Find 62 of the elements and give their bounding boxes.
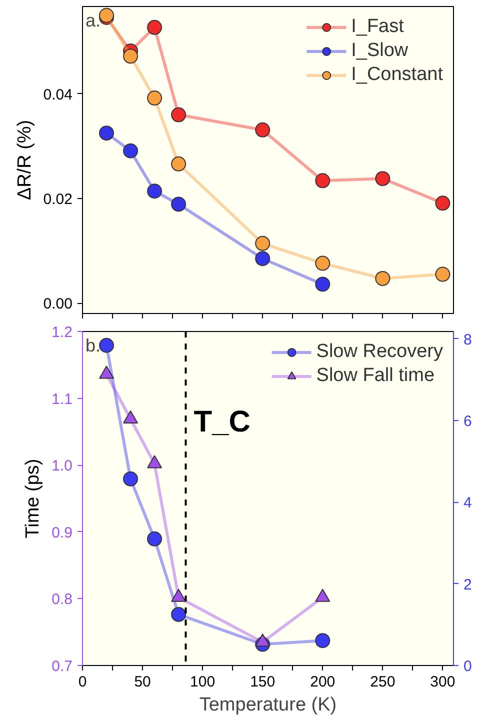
point <box>315 173 330 188</box>
point <box>147 455 162 468</box>
point <box>435 196 450 211</box>
point <box>99 126 114 141</box>
point <box>171 107 186 122</box>
point <box>123 410 138 424</box>
point <box>171 588 186 602</box>
annotation: a. <box>86 10 101 30</box>
point <box>99 338 114 353</box>
y2-tick-label: 2 <box>464 576 472 594</box>
y-axis-title: ΔR/R (%) <box>14 120 36 200</box>
point <box>315 256 330 271</box>
y-tick-label: 0.04 <box>43 86 73 104</box>
point <box>147 184 162 199</box>
point <box>435 266 450 282</box>
annotation: b. <box>86 336 101 356</box>
point <box>123 48 138 64</box>
point <box>255 634 270 647</box>
x-tick-label: 250 <box>370 674 396 690</box>
y2-tick-label: 0 <box>464 658 472 675</box>
x-tick-label: 150 <box>250 674 276 690</box>
point <box>147 531 162 546</box>
x-tick-label: 0 <box>78 674 87 690</box>
point <box>171 196 186 212</box>
y-tick-label: 0.8 <box>52 591 73 608</box>
x-tick-label: 300 <box>430 674 456 690</box>
point <box>99 366 114 379</box>
point <box>255 122 270 138</box>
y-tick-label: 0.9 <box>52 524 73 542</box>
y2-tick-label: 4 <box>464 494 472 512</box>
x-axis-title: Temperature (K) <box>199 694 337 716</box>
point <box>315 588 330 602</box>
point <box>375 171 390 186</box>
legend-label: Slow Recovery <box>316 341 443 363</box>
point <box>255 251 270 266</box>
y-axis-title: Time (ps) <box>22 458 44 538</box>
point <box>123 471 138 486</box>
point <box>147 20 162 35</box>
x-tick-label: 100 <box>190 674 216 690</box>
y-tick-label: 0.7 <box>52 658 73 675</box>
point <box>171 606 186 622</box>
y-tick-label: 0.02 <box>43 190 73 208</box>
point <box>375 270 390 286</box>
point <box>255 236 270 251</box>
point <box>315 276 330 292</box>
y-tick-label: 1.0 <box>52 458 73 475</box>
y-tick-label: 0.00 <box>43 296 73 313</box>
ref-line-label: T_C <box>194 405 250 438</box>
y-tick-label: 1.2 <box>52 324 73 341</box>
x-tick-label: 200 <box>310 674 336 690</box>
point <box>123 143 138 158</box>
y2-tick-label: 6 <box>464 413 472 430</box>
point <box>315 633 330 648</box>
x-tick-label: 50 <box>134 674 151 690</box>
point <box>147 90 162 106</box>
legend-label: I_Fast <box>351 16 404 38</box>
point <box>171 156 186 172</box>
legend-label: Slow Fall time <box>316 365 435 387</box>
legend-label: I_Slow <box>351 40 408 62</box>
y2-tick-label: 8 <box>464 331 472 348</box>
legend-label: I_Constant <box>351 64 443 86</box>
y-tick-label: 1.1 <box>52 390 73 408</box>
